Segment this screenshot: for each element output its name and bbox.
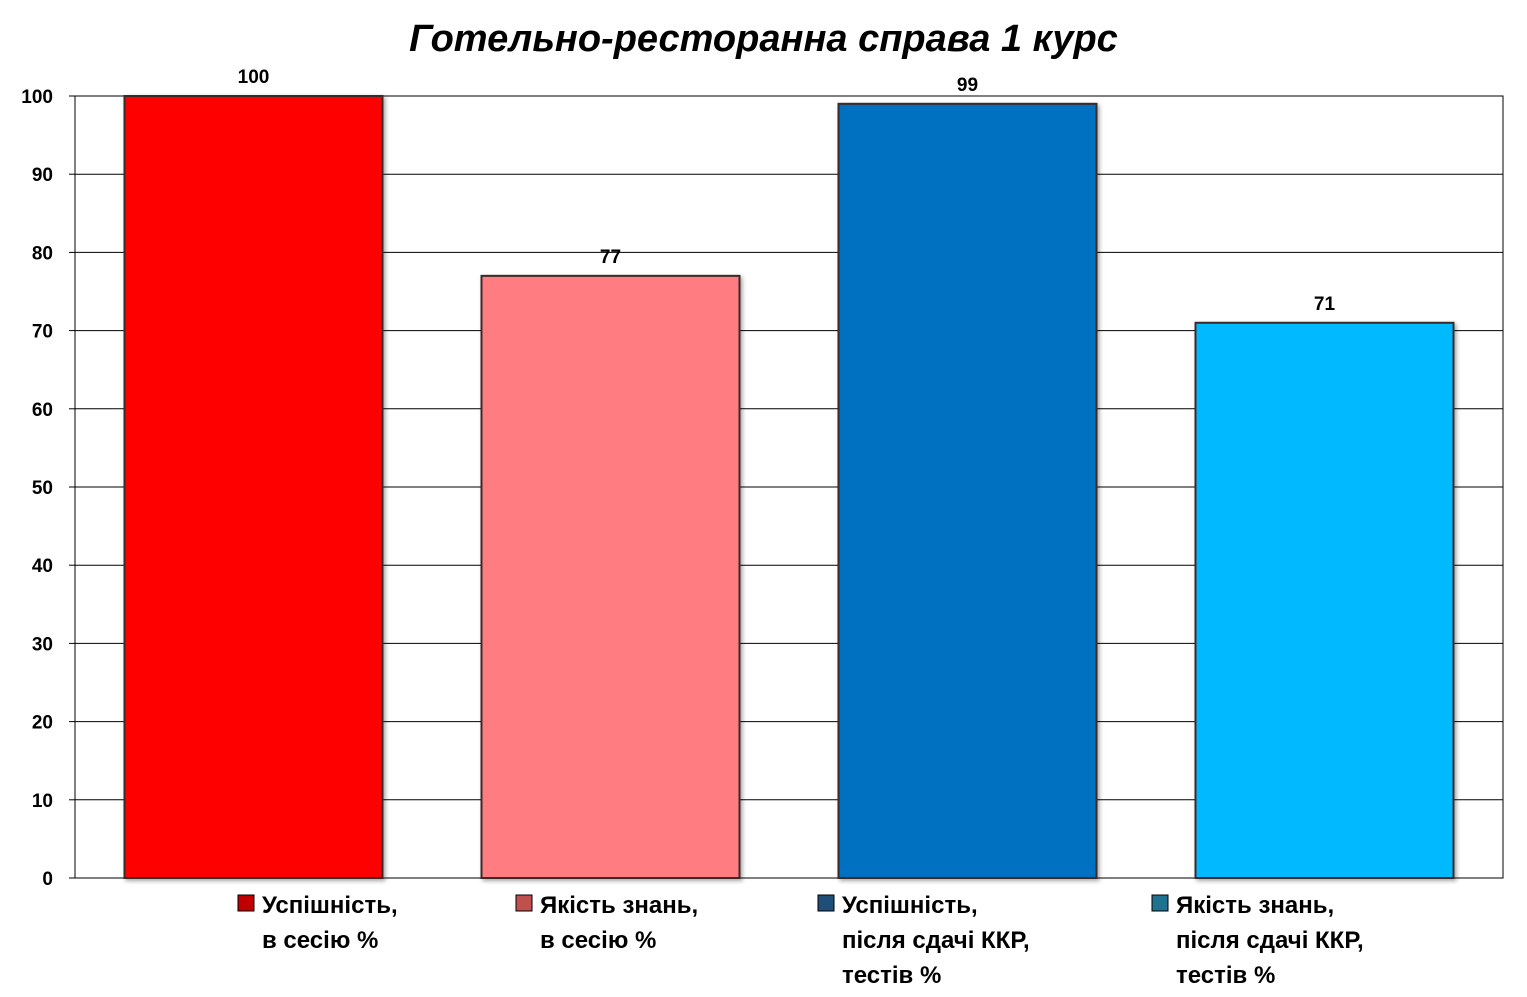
legend-label: в сесію % — [262, 927, 378, 954]
legend-label: Успішність, — [262, 892, 398, 919]
chart-title: Готельно-ресторанна справа 1 курс — [409, 18, 1118, 60]
y-tick-label: 0 — [42, 869, 53, 890]
legend-label: тестів % — [842, 962, 941, 989]
legend: Успішність, в сесію % Якість знань, в сесію… — [237, 892, 1364, 989]
y-tick-label: 50 — [32, 478, 53, 499]
data-label: 71 — [1314, 294, 1336, 315]
bar — [1194, 321, 1455, 879]
y-tick-label: 90 — [32, 165, 53, 186]
y-tick-label: 100 — [21, 87, 53, 108]
data-label: 77 — [600, 247, 621, 268]
y-tick-label: 60 — [32, 400, 53, 421]
legend-label: після сдачі ККР, — [1176, 927, 1364, 954]
bar — [837, 102, 1098, 879]
legend-label: Якість знань, — [540, 892, 698, 919]
legend-label: після сдачі ККР, — [842, 927, 1030, 954]
y-tick-label: 40 — [32, 556, 53, 577]
legend-marker — [1151, 894, 1169, 912]
y-tick-label: 30 — [32, 634, 53, 655]
plot-area: 0 10 20 30 40 50 60 70 80 90 100 100 77 99 71 — [21, 67, 1504, 890]
legend-label: тестів % — [1176, 962, 1275, 989]
legend-label: Успішність, — [842, 892, 978, 919]
bar — [123, 95, 384, 879]
data-label: 99 — [957, 75, 978, 96]
legend-label: в сесію % — [540, 927, 656, 954]
y-tick-label: 10 — [32, 791, 53, 812]
y-tick-label: 70 — [32, 322, 53, 343]
bar — [480, 274, 741, 879]
legend-marker — [515, 894, 533, 912]
legend-label: Якість знань, — [1176, 892, 1334, 919]
legend-marker — [817, 894, 835, 912]
data-label: 100 — [238, 67, 270, 88]
y-tick-label: 20 — [32, 713, 53, 734]
y-tick-label: 80 — [32, 243, 53, 264]
legend-marker — [237, 894, 255, 912]
